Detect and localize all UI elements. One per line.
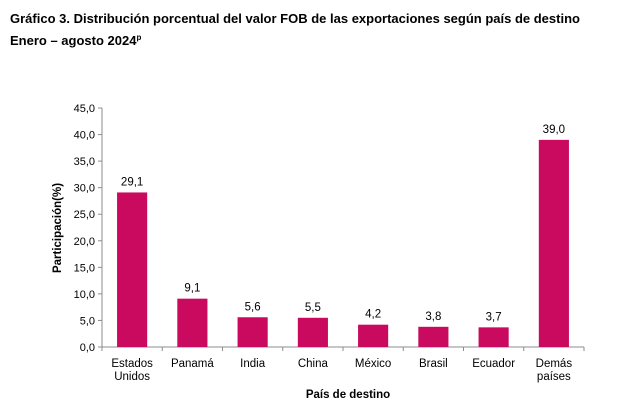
chart-title-block: Gráfico 3. Distribución porcentual del v…: [10, 9, 580, 50]
data-label: 29,1: [121, 176, 143, 188]
x-category-label-line: Ecuador: [472, 358, 515, 370]
x-category-label-line: México: [355, 358, 391, 370]
data-label: 39,0: [543, 124, 565, 136]
bar: [117, 192, 148, 347]
y-tick-label: 35,0: [74, 156, 95, 168]
x-category-label: India: [240, 358, 266, 370]
y-tick-label: 40,0: [74, 130, 95, 142]
y-tick-label: 20,0: [74, 236, 95, 248]
y-axis-title: Participación(%): [52, 183, 64, 273]
bar: [538, 139, 569, 347]
x-category-label-line: Brasil: [419, 358, 448, 370]
y-tick-label: 0,0: [80, 342, 95, 354]
x-category-label-line: India: [240, 358, 266, 370]
data-labels: 29,1 9,1 5,6 5,5 4,2 3,8 3,7 39,0: [121, 124, 565, 323]
x-category-label-line: Panamá: [171, 358, 214, 370]
bar: [177, 298, 208, 347]
data-label: 4,2: [365, 309, 381, 321]
x-category-label-line: países: [537, 371, 571, 383]
chart-subtitle: Enero – agosto 2024p: [10, 28, 580, 50]
x-category-label: México: [355, 358, 391, 370]
x-category-label: Panamá: [171, 358, 214, 370]
x-category-label: China: [298, 358, 329, 370]
x-category-label-line: China: [298, 358, 329, 370]
x-category-label: Estados Unidos: [111, 358, 153, 383]
x-category-label-line: Unidos: [114, 371, 150, 383]
y-tick-label: 30,0: [74, 183, 95, 195]
data-label: 3,7: [486, 311, 502, 323]
chart-subtitle-superscript: p: [136, 33, 142, 42]
x-category-label: Ecuador: [472, 358, 515, 370]
y-tick-label: 45,0: [74, 103, 95, 115]
data-label: 9,1: [184, 283, 200, 295]
data-label: 5,5: [305, 302, 321, 314]
chart-subtitle-text: Enero – agosto 2024: [10, 33, 137, 48]
bar: [418, 326, 449, 347]
data-label: 3,8: [425, 311, 441, 323]
y-tick-label: 15,0: [74, 262, 95, 274]
bars: [117, 139, 569, 347]
bar: [297, 317, 328, 347]
data-label: 5,6: [245, 301, 261, 313]
x-axis: Estados Unidos Panamá India China México Brasi…: [101, 346, 585, 383]
y-axis: 0,0 5,0 10,0 15,0 20,0 25,0 30,0 35,0 40,0 45,0: [74, 103, 103, 354]
y-tick-label: 5,0: [80, 315, 95, 327]
y-tick-label: 25,0: [74, 209, 95, 221]
bar: [358, 324, 389, 347]
chart-title: Gráfico 3. Distribución porcentual del v…: [10, 11, 580, 26]
x-axis-title: País de destino: [306, 389, 390, 401]
x-category-label-line: Estados: [111, 358, 153, 370]
x-category-label: Demás países: [536, 358, 573, 383]
y-tick-label: 10,0: [74, 289, 95, 301]
bar: [237, 317, 268, 347]
x-category-label-line: Demás: [536, 358, 573, 370]
bar: [478, 327, 509, 347]
x-category-label: Brasil: [419, 358, 448, 370]
